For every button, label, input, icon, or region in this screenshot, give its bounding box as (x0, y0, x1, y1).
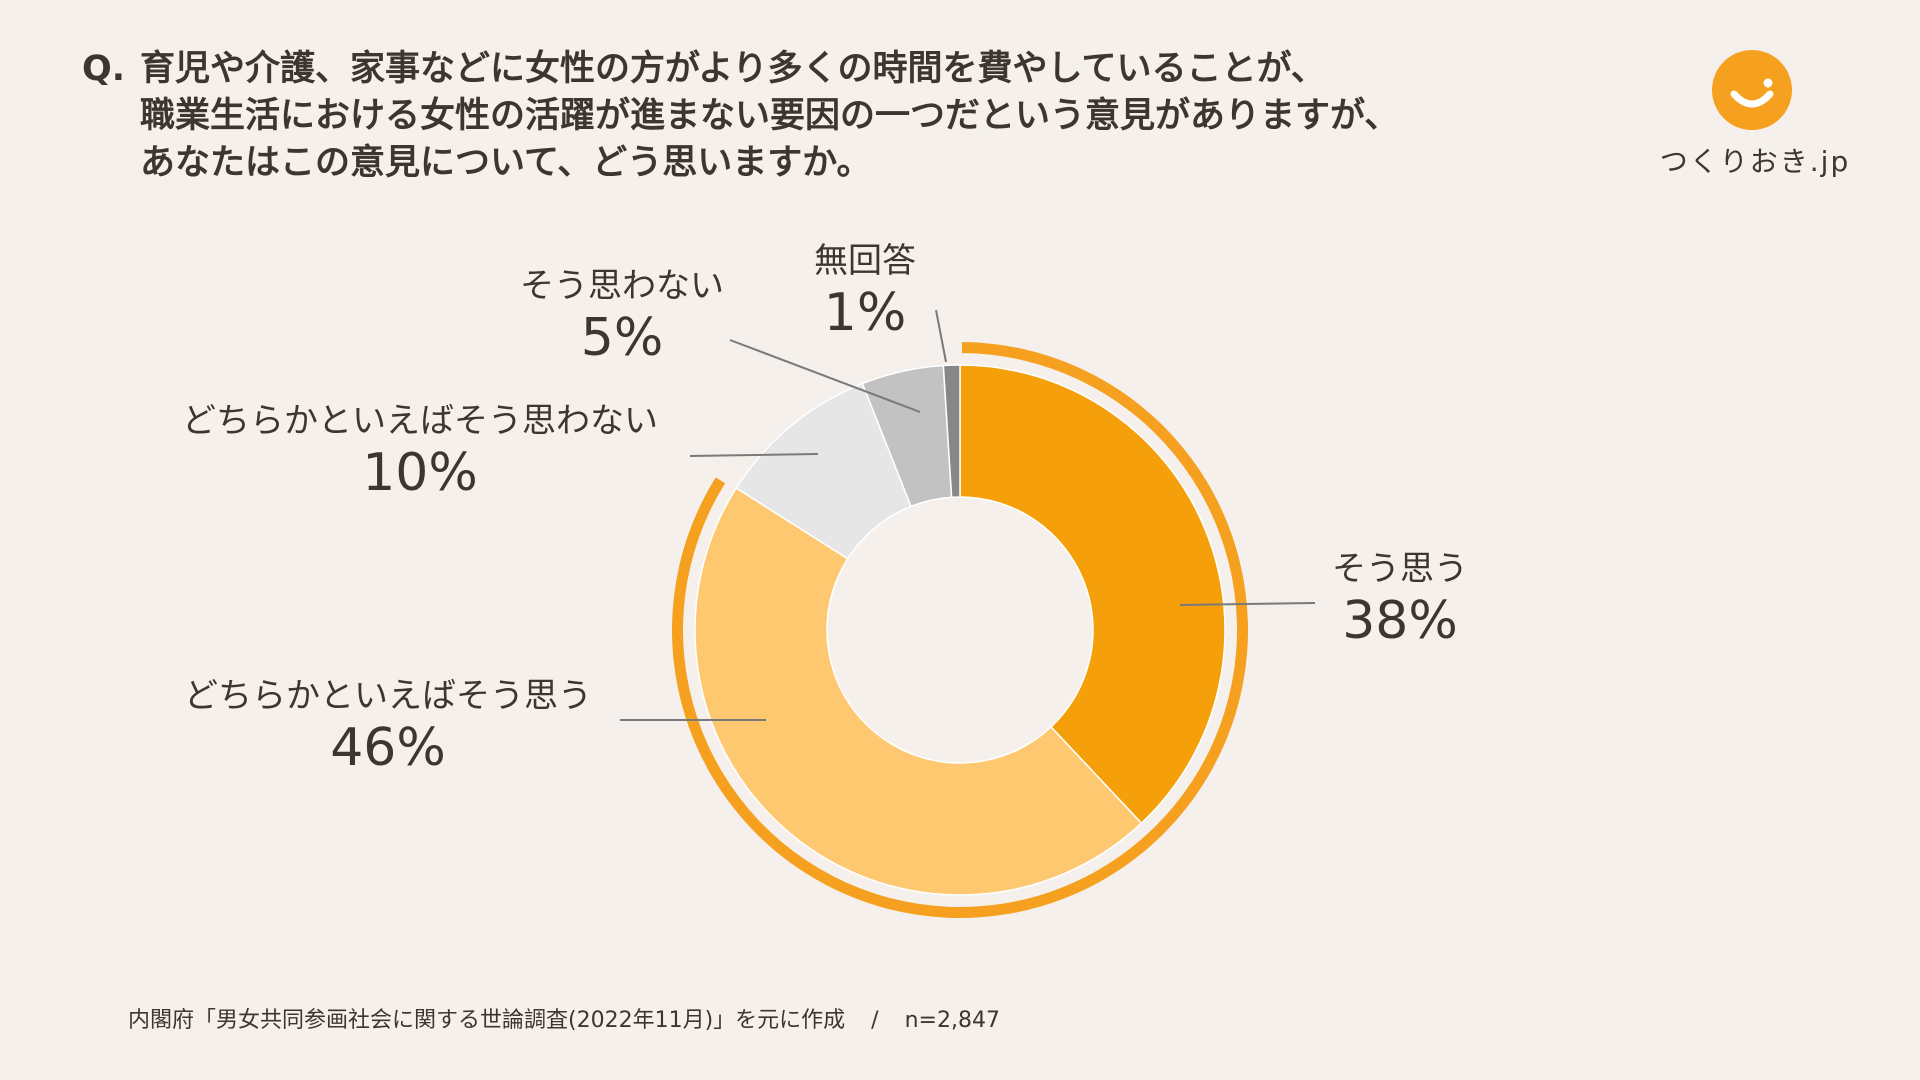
slice-label-no: そう思わない (520, 266, 724, 306)
brand-logo: つくりおき.jp (1645, 48, 1865, 188)
slice-value-yes: 38% (1342, 591, 1458, 651)
slice-yes (959, 364, 1226, 825)
question-line-3: あなたはこの意見について、どう思いますか。 (140, 143, 872, 183)
slice-label-somewhat-no: どちらかといえばそう思わない (182, 401, 658, 441)
slice-no-answer (942, 364, 961, 499)
slice-value-no: 5% (581, 308, 664, 368)
slice-somewhat-yes (694, 486, 1143, 896)
sample-size: n=2,847 (904, 1008, 1000, 1033)
question-line-1: 育児や介護、家事などに女性の方がより多くの時間を費やしていることが、 (140, 49, 1326, 89)
question-line-2: 職業生活における女性の活躍が進まない要因の一つだという意見がありますが、 (140, 96, 1400, 136)
slice-value-somewhat-no: 10% (362, 443, 478, 503)
leader-line-yes (1179, 602, 1316, 606)
slice-label-yes: そう思う (1332, 549, 1468, 589)
logo-text: つくりおき.jp (1659, 145, 1851, 178)
footer-separator: / (871, 1008, 879, 1033)
source-text: 内閣府「男女共同参画社会に関する世論調査(2022年11月)」を元に作成 (128, 1008, 846, 1033)
slice-label-somewhat-yes: どちらかといえばそう思う (184, 676, 592, 716)
question-block: Q. 育児や介護、家事などに女性の方がより多くの時間を費やしていることが、 職業… (82, 46, 1602, 187)
question-prefix: Q. (82, 49, 126, 89)
slice-value-somewhat-yes: 46% (330, 718, 446, 778)
leader-line-no (729, 339, 921, 413)
leader-line-somewhat-no (689, 453, 819, 457)
slice-label-no-answer: 無回答 (814, 241, 916, 281)
smile-logo-icon (1712, 50, 1792, 130)
slice-value-no-answer: 1% (824, 283, 907, 343)
leader-line-no-answer (935, 309, 947, 363)
source-note: 内閣府「男女共同参画社会に関する世論調査(2022年11月)」を元に作成 / n=2… (128, 1002, 1000, 1034)
